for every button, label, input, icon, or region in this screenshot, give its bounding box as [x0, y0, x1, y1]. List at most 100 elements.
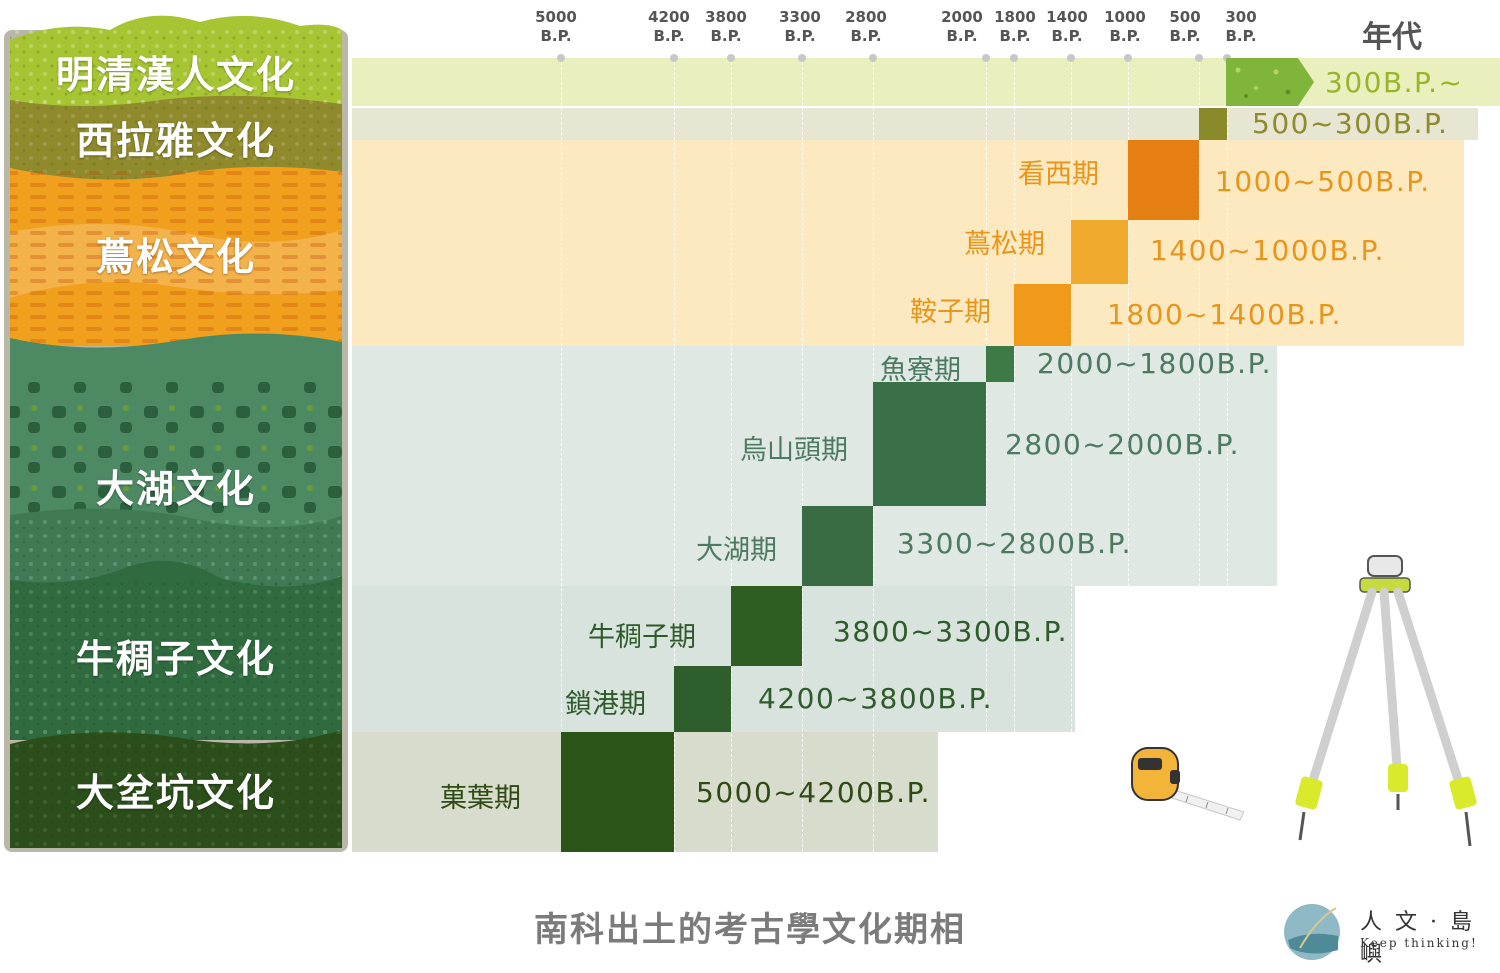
- tick-4200: 4200 B.P.: [639, 8, 699, 46]
- range-label-suogang: 4200~3800B.P.: [758, 682, 994, 715]
- band-niaosung: [352, 140, 1464, 346]
- surveying-tripod-icon: [1295, 555, 1477, 847]
- phase-block-wushantou: [873, 382, 986, 506]
- axis-dot: [869, 54, 877, 62]
- tick-1000: 1000 B.P.: [1095, 8, 1155, 46]
- tick-500: 500 B.P.: [1155, 8, 1215, 46]
- tape-measure-icon: [1131, 747, 1245, 821]
- phase-block-siraya: [1199, 108, 1227, 140]
- axis-dot: [1010, 54, 1018, 62]
- phase-name-niaosung: 蔦松期: [964, 229, 1045, 260]
- tick-unit: B.P.: [946, 27, 978, 45]
- gridline: [1014, 62, 1015, 852]
- axis-dot: [1067, 54, 1075, 62]
- tick-unit: B.P.: [1109, 27, 1141, 45]
- gridline: [986, 62, 987, 852]
- gridline: [802, 62, 803, 852]
- phase-block-mingqing: [1226, 58, 1314, 106]
- phase-name-guoye: 菓葉期: [440, 783, 521, 814]
- gridline: [731, 62, 732, 852]
- phase-name-suogang: 鎖港期: [565, 689, 646, 720]
- band-siraya: [352, 108, 1478, 140]
- brand-tagline: Keep thinking!: [1360, 936, 1478, 950]
- tick-unit: B.P.: [710, 27, 742, 45]
- phase-block-guoye: [561, 732, 674, 852]
- axis-dot: [727, 54, 735, 62]
- range-label-niaosung: 1400~1000B.P.: [1150, 234, 1386, 267]
- tick-year: 4200: [648, 8, 690, 26]
- gridline: [1128, 62, 1129, 852]
- tick-year: 3800: [705, 8, 747, 26]
- tick-unit: B.P.: [784, 27, 816, 45]
- axis-dot: [1195, 54, 1203, 62]
- phase-name-dahu: 大湖期: [696, 535, 777, 566]
- range-label-guoye: 5000~4200B.P.: [696, 776, 932, 809]
- axis-dot: [1124, 54, 1132, 62]
- tick-2800: 2800 B.P.: [836, 8, 896, 46]
- axis-dot: [982, 54, 990, 62]
- tick-unit: B.P.: [999, 27, 1031, 45]
- culture-label-dahu: 大湖文化: [95, 467, 256, 511]
- tick-3300: 3300 B.P.: [770, 8, 830, 46]
- range-label-wushantou: 2800~2000B.P.: [1005, 428, 1241, 461]
- culture-label-siraya: 西拉雅文化: [75, 119, 276, 163]
- tick-5000: 5000 B.P.: [526, 8, 586, 46]
- phase-block-suogang: [674, 666, 731, 732]
- era-label: 年代: [1362, 20, 1422, 55]
- range-label-dahu: 3300~2800B.P.: [897, 527, 1133, 560]
- phase-name-wushantou: 烏山頭期: [740, 435, 848, 466]
- phase-block-kanxi: [1128, 140, 1199, 220]
- phase-block-anzi: [1014, 284, 1071, 346]
- axis-dot: [798, 54, 806, 62]
- tick-300: 300 B.P.: [1211, 8, 1271, 46]
- gridline: [561, 62, 562, 852]
- tick-1400: 1400 B.P.: [1037, 8, 1097, 46]
- axis-dot: [670, 54, 678, 62]
- tick-year: 1800: [994, 8, 1036, 26]
- tick-2000: 2000 B.P.: [932, 8, 992, 46]
- tick-unit: B.P.: [1225, 27, 1257, 45]
- tick-3800: 3800 B.P.: [696, 8, 756, 46]
- tick-year: 2800: [845, 8, 887, 26]
- culture-label-niaosung: 蔦松文化: [95, 235, 256, 279]
- culture-label-niuchouzi: 牛稠子文化: [75, 637, 276, 681]
- range-label-kanxi: 1000~500B.P.: [1215, 165, 1431, 198]
- phase-block-dahu: [802, 506, 873, 586]
- tick-year: 1000: [1104, 8, 1146, 26]
- range-label-yuliao: 2000~1800B.P.: [1037, 347, 1273, 380]
- tick-unit: B.P.: [540, 27, 572, 45]
- culture-label-tapenkeng: 大坌坑文化: [75, 771, 276, 815]
- gridline: [1071, 62, 1072, 852]
- gridline: [1227, 62, 1228, 852]
- phase-name-anzi: 鞍子期: [910, 297, 991, 328]
- tick-unit: B.P.: [1051, 27, 1083, 45]
- brand-name: 人 文 · 島 嶼: [1360, 910, 1475, 967]
- phase-block-yuliao: [986, 346, 1014, 382]
- brand-logo: 人 文 · 島 嶼 Keep thinking!: [1280, 900, 1495, 967]
- axis-dot: [557, 54, 565, 62]
- phase-name-niuchouzi: 牛稠子期: [588, 622, 696, 653]
- range-label-siraya: 500~300B.P.: [1252, 107, 1449, 140]
- tick-1800: 1800 B.P.: [985, 8, 1045, 46]
- tick-year: 3300: [779, 8, 821, 26]
- tick-year: 1400: [1046, 8, 1088, 26]
- phase-name-kanxi: 看西期: [1018, 159, 1099, 190]
- range-label-mingqing: 300B.P.~: [1325, 66, 1464, 99]
- tick-unit: B.P.: [653, 27, 685, 45]
- range-label-anzi: 1800~1400B.P.: [1107, 298, 1343, 331]
- tick-year: 5000: [535, 8, 577, 26]
- island-logo-icon: [1284, 904, 1340, 960]
- figure-caption: 南科出土的考古學文化期相: [534, 910, 966, 950]
- tick-unit: B.P.: [850, 27, 882, 45]
- range-label-niuchouzi: 3800~3300B.P.: [833, 615, 1069, 648]
- phase-block-niaosung: [1071, 220, 1128, 284]
- phase-block-niuchouzi: [731, 586, 802, 666]
- gridline: [674, 62, 675, 852]
- gridline: [1199, 62, 1200, 852]
- phase-name-yuliao: 魚寮期: [880, 355, 961, 386]
- tick-year: 500: [1169, 8, 1201, 26]
- tick-unit: B.P.: [1169, 27, 1201, 45]
- culture-label-mingqing: 明清漢人文化: [55, 53, 296, 97]
- strata-background: [4, 15, 348, 852]
- tick-year: 2000: [941, 8, 983, 26]
